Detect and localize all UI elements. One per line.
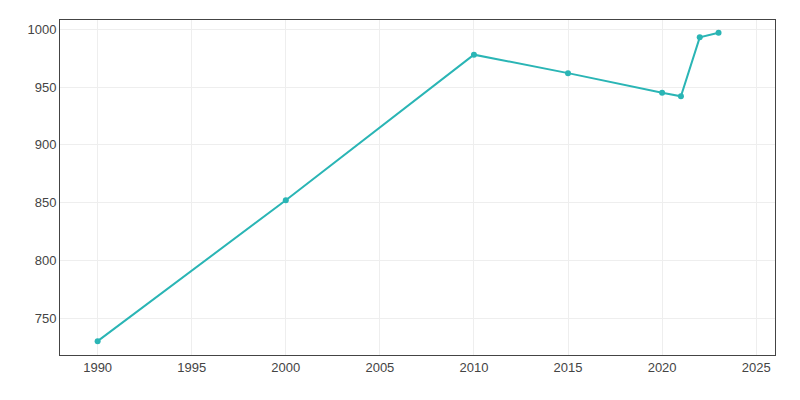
svg-text:900: 900 xyxy=(35,137,57,152)
svg-text:2000: 2000 xyxy=(271,360,300,375)
svg-text:850: 850 xyxy=(35,195,57,210)
svg-text:2010: 2010 xyxy=(459,360,488,375)
svg-text:750: 750 xyxy=(35,311,57,326)
svg-text:2025: 2025 xyxy=(742,360,771,375)
svg-text:2005: 2005 xyxy=(365,360,394,375)
svg-text:2015: 2015 xyxy=(554,360,583,375)
svg-text:2020: 2020 xyxy=(648,360,677,375)
svg-text:950: 950 xyxy=(35,80,57,95)
svg-text:1995: 1995 xyxy=(177,360,206,375)
svg-text:800: 800 xyxy=(35,253,57,268)
svg-text:1000: 1000 xyxy=(27,22,56,37)
svg-text:1990: 1990 xyxy=(83,360,112,375)
